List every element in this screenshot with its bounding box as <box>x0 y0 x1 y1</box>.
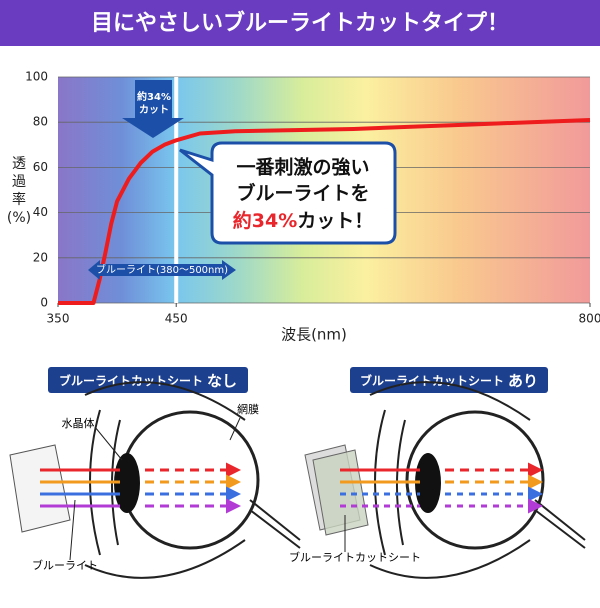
lens-label: 水晶体 <box>62 416 95 430</box>
x-tick-label: 800 <box>579 312 600 326</box>
y-tick-label: 40 <box>33 205 48 219</box>
cut-arrow-text: 約34% <box>137 90 171 103</box>
light-label: ブルーライト <box>32 558 98 572</box>
y-tick-label: 0 <box>40 296 48 310</box>
callout-text: 約34%カット！ <box>233 209 374 232</box>
leader <box>94 426 123 461</box>
x-tick-label: 450 <box>165 312 188 326</box>
callout-text: 一番刺激の強い <box>236 156 369 179</box>
lens <box>415 453 441 513</box>
cut-arrow-text: カット <box>139 104 169 116</box>
eyeball <box>120 410 260 550</box>
cut-arrow <box>122 80 184 138</box>
leader <box>69 499 76 561</box>
banner-title: 目にやさしいブルーライトカットタイプ！ <box>91 10 509 36</box>
y-tick-label: 20 <box>33 250 48 264</box>
callout-tail: カット！ <box>297 210 373 232</box>
x-tick-label: 350 <box>47 312 70 326</box>
paper <box>9 444 71 533</box>
eyeball <box>405 410 545 550</box>
lens <box>114 453 140 513</box>
diagram-with: ブルーライトカットシート あり ブルーライトカットシート <box>289 367 586 579</box>
leader <box>229 417 241 441</box>
band-label: ブルーライト(380〜500nm) <box>96 263 228 276</box>
y-tick-label: 80 <box>33 115 48 129</box>
retina-label: 網膜 <box>237 402 259 416</box>
callout-highlight: 約34% <box>233 209 297 232</box>
pill-text: ブルーライトカットシート あり <box>360 372 538 390</box>
diagram-without: ブルーライトカットシート なし 水晶体 網膜 ブルーライト <box>9 367 301 579</box>
y-axis-label: 透過率(%) <box>6 156 32 226</box>
x-axis-label: 波長(nm) <box>281 326 347 344</box>
data-line <box>58 117 591 305</box>
label-pill <box>350 367 548 393</box>
callout-text: ブルーライトを <box>236 182 369 205</box>
callout-box <box>179 141 397 245</box>
y-tick-label: 100 <box>25 70 48 84</box>
sheet-label: ブルーライトカットシート <box>289 550 421 564</box>
banner <box>0 0 600 46</box>
band-arrow <box>88 260 236 280</box>
y-tick-label: 60 <box>33 160 48 174</box>
pill-text: ブルーライトカットシート なし <box>59 372 237 390</box>
label-pill <box>48 367 248 393</box>
